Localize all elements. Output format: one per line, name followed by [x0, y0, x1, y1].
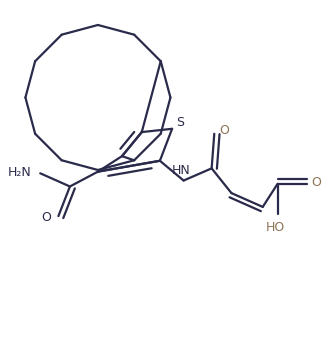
Text: O: O [41, 211, 51, 224]
Text: HN: HN [171, 164, 190, 177]
Text: S: S [176, 116, 184, 129]
Text: O: O [311, 176, 321, 189]
Text: HO: HO [265, 221, 285, 234]
Text: H₂N: H₂N [8, 166, 32, 179]
Text: O: O [219, 124, 229, 137]
